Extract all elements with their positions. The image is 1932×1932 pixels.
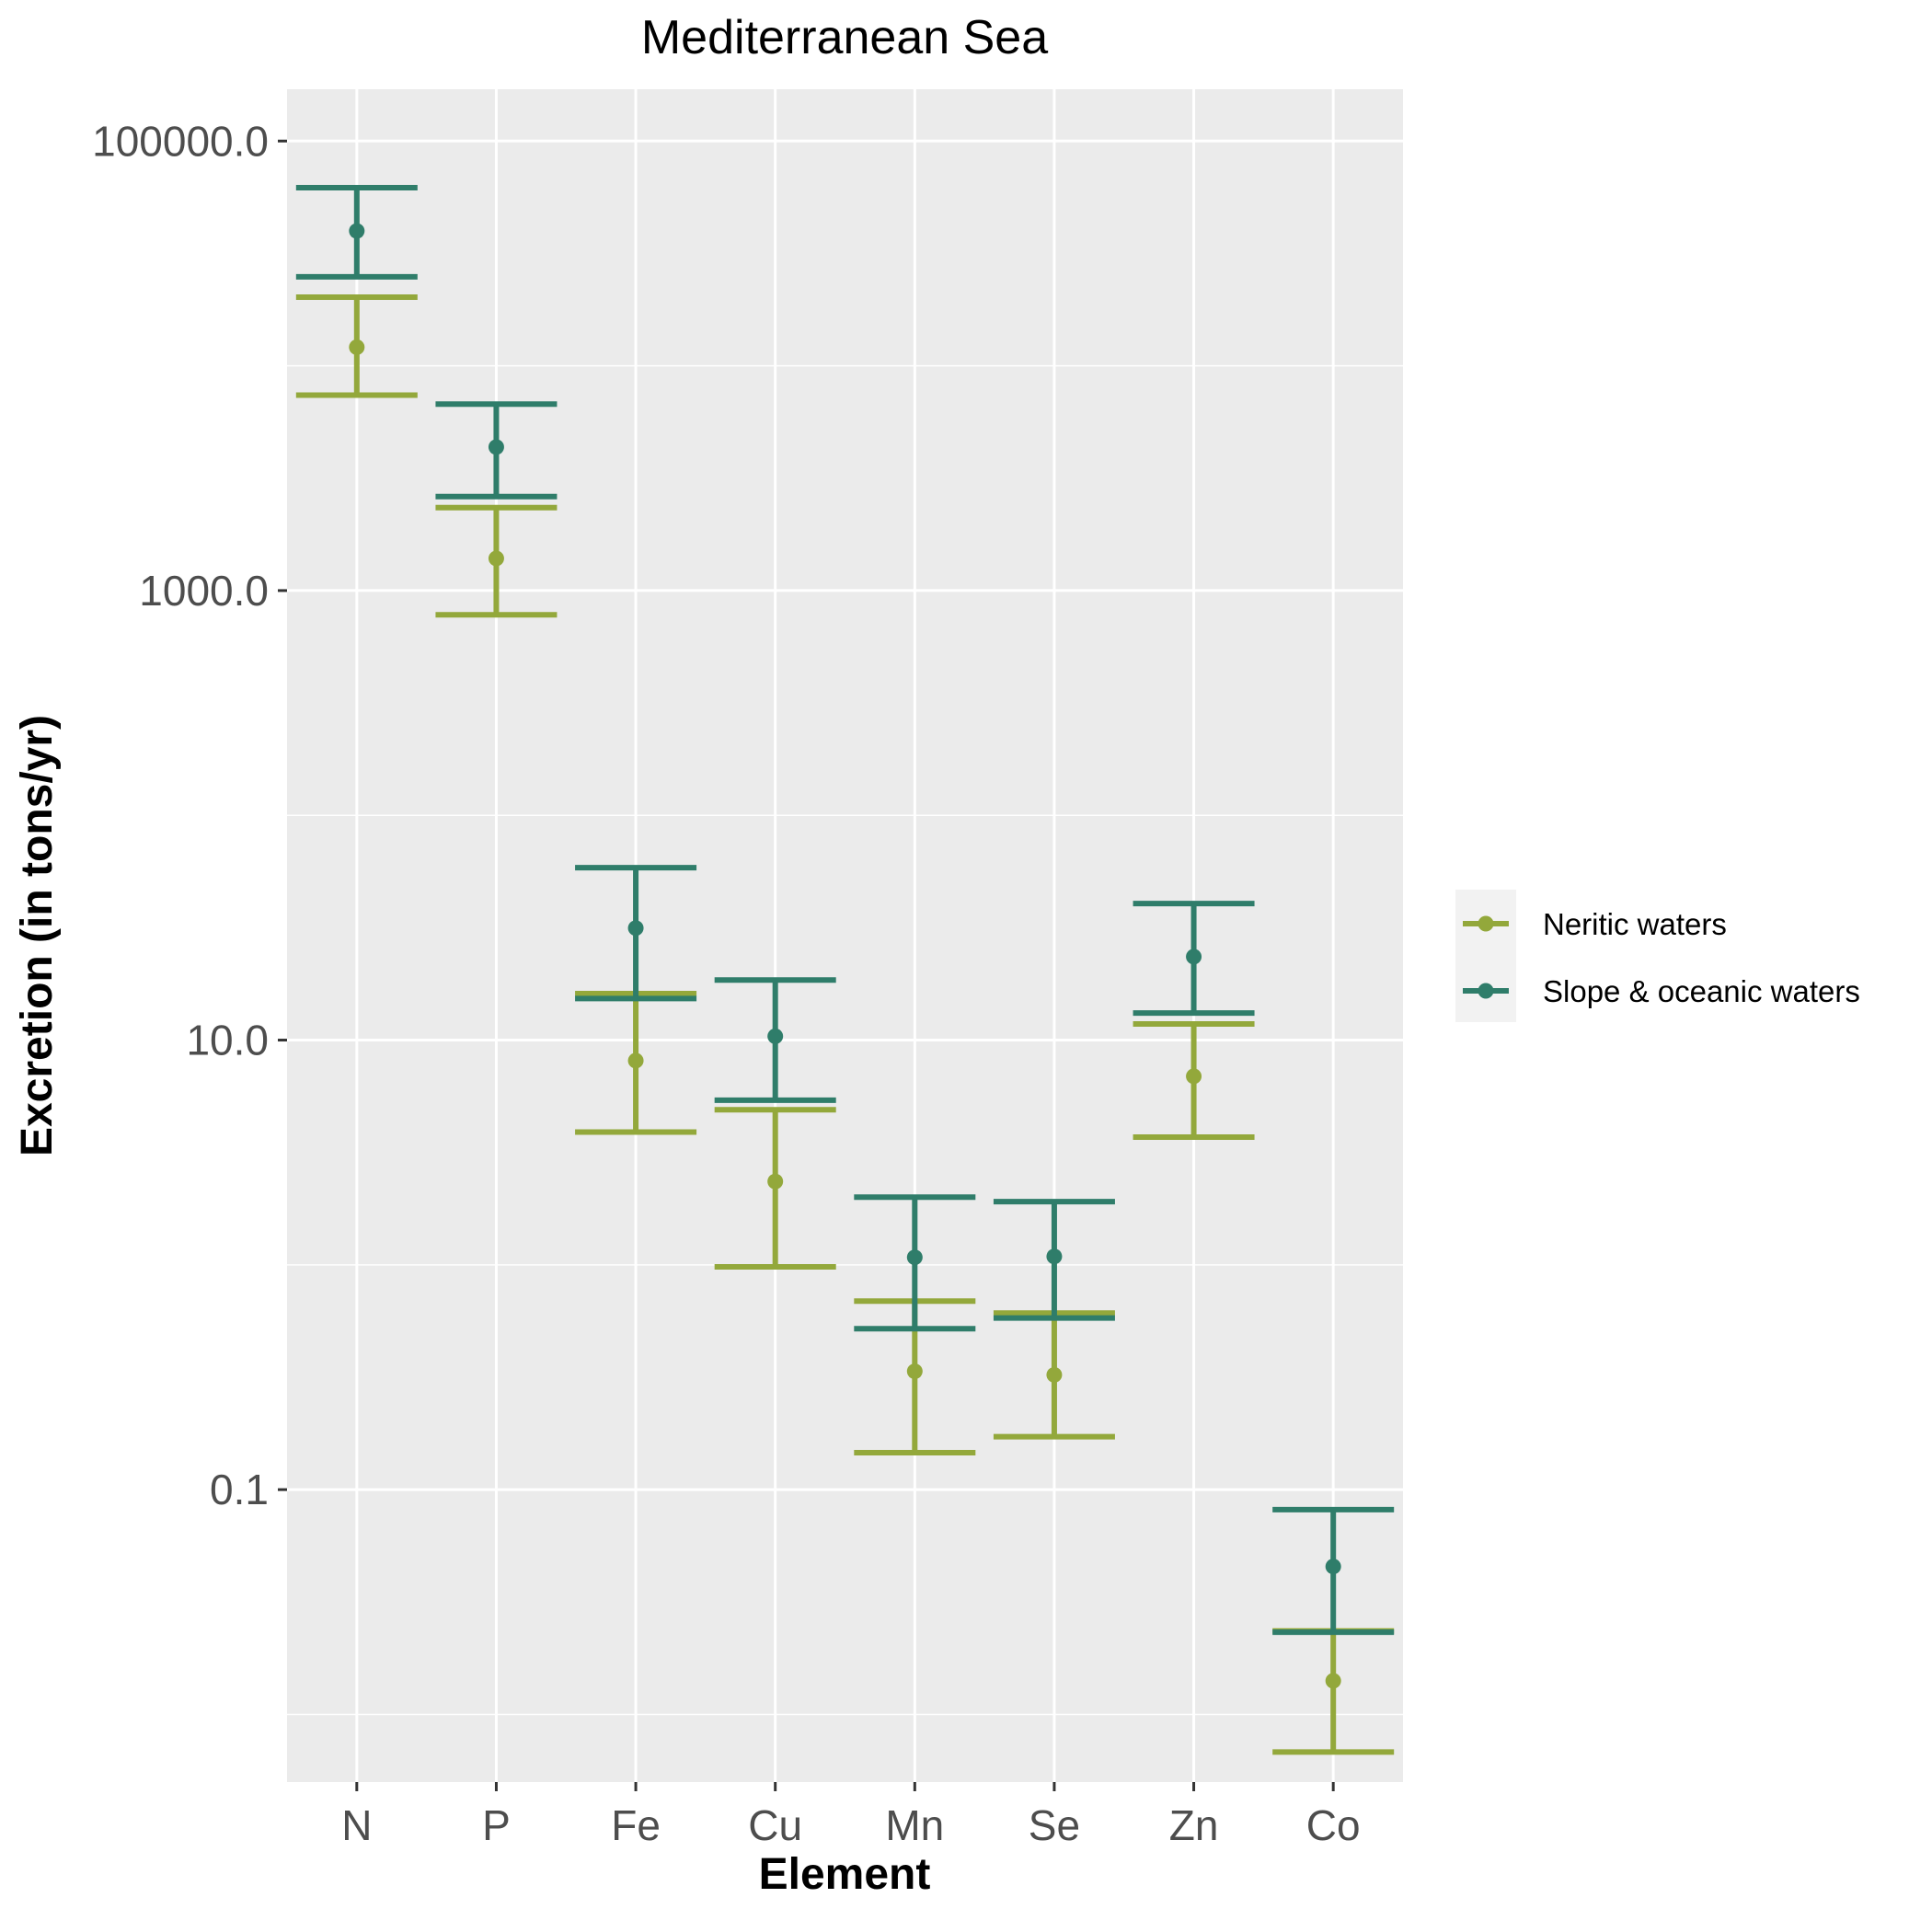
x-tick-label: P	[482, 1801, 511, 1849]
legend-key-point	[1478, 983, 1494, 999]
legend-key-point	[1478, 915, 1494, 932]
x-tick-label: Co	[1306, 1801, 1361, 1849]
y-tick-label: 0.1	[210, 1466, 269, 1513]
legend-label: Neritic waters	[1543, 907, 1727, 941]
data-point	[488, 550, 504, 567]
data-point	[349, 223, 365, 239]
series-2	[295, 185, 1395, 1636]
data-point	[488, 439, 504, 455]
chart-title: Mediterranean Sea	[641, 11, 1048, 64]
data-point	[1046, 1366, 1063, 1383]
y-tick-label: 10.0	[186, 1017, 269, 1064]
x-axis: N P Fe Cu Mn Se Zn Co	[341, 1782, 1361, 1849]
data-point	[1325, 1558, 1341, 1575]
data-point	[767, 1028, 784, 1044]
y-tick-label: 100000.0	[92, 117, 269, 165]
data-point	[627, 1052, 644, 1069]
x-tick-label: Cu	[748, 1801, 802, 1849]
plot-panel	[287, 89, 1403, 1782]
data-point	[1325, 1673, 1341, 1689]
data-point	[1186, 1068, 1202, 1085]
data-point	[1186, 949, 1202, 965]
data-point	[767, 1173, 784, 1190]
legend: Neritic waters Slope & oceanic waters	[1455, 890, 1860, 1022]
data-point	[1046, 1248, 1063, 1265]
legend-label: Slope & oceanic waters	[1543, 974, 1860, 1008]
y-axis: 0.1 10.0 1000.0 100000.0	[92, 117, 287, 1513]
data-point	[906, 1249, 923, 1266]
x-tick-label: N	[341, 1801, 372, 1849]
data-point	[349, 339, 365, 355]
data-point	[627, 920, 644, 937]
x-tick-label: Mn	[885, 1801, 944, 1849]
x-tick-label: Fe	[611, 1801, 661, 1849]
x-tick-label: Zn	[1169, 1801, 1219, 1849]
y-axis-title: Excretion (in tons/yr)	[13, 715, 62, 1156]
y-tick-label: 1000.0	[139, 567, 269, 615]
x-tick-label: Se	[1029, 1801, 1080, 1849]
legend-key-background	[1455, 890, 1516, 1022]
x-axis-title: Element	[759, 1850, 931, 1899]
data-point	[906, 1363, 923, 1380]
error-bars	[295, 185, 1395, 1755]
